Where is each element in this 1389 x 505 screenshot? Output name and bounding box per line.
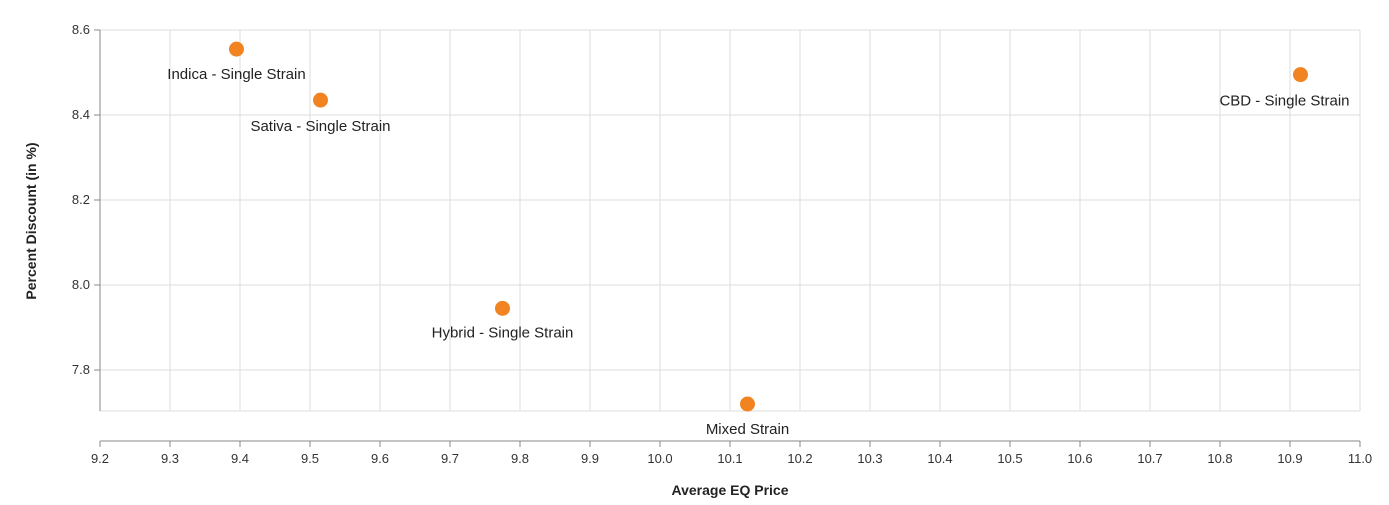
data-point xyxy=(1293,67,1308,83)
y-axis: 7.8 8.0 8.2 8.4 8.6 xyxy=(72,22,100,377)
point-label: Sativa - Single Strain xyxy=(250,118,390,135)
x-tick-label: 10.9 xyxy=(1277,451,1302,466)
y-tick-label: 8.2 xyxy=(72,192,90,207)
data-points: Indica - Single Strain Sativa - Single St… xyxy=(167,41,1350,438)
x-tick-label: 9.6 xyxy=(371,451,389,466)
x-tick-label: 9.2 xyxy=(91,451,109,466)
x-tick-label: 9.7 xyxy=(441,451,459,466)
y-tick-label: 8.4 xyxy=(72,107,90,122)
x-tick-label: 9.9 xyxy=(581,451,599,466)
point-label: Indica - Single Strain xyxy=(167,66,305,83)
x-tick-label: 10.0 xyxy=(647,451,672,466)
data-point xyxy=(313,92,328,108)
x-tick-label: 9.4 xyxy=(231,451,249,466)
y-tick-label: 8.0 xyxy=(72,277,90,292)
data-point xyxy=(740,396,755,412)
x-tick-label: 10.8 xyxy=(1207,451,1232,466)
x-tick-label: 11.0 xyxy=(1348,451,1372,466)
y-axis-title: Percent Discount (in %) xyxy=(23,142,39,299)
point-label: CBD - Single Strain xyxy=(1219,93,1349,110)
x-tick-label: 10.6 xyxy=(1067,451,1092,466)
grid xyxy=(99,29,1361,412)
x-tick-label: 9.8 xyxy=(511,451,529,466)
x-tick-label: 10.7 xyxy=(1137,451,1162,466)
x-tick-label: 10.2 xyxy=(787,451,812,466)
x-tick-label: 10.1 xyxy=(717,451,742,466)
data-point xyxy=(229,41,244,57)
x-tick-label: 9.5 xyxy=(301,451,319,466)
y-tick-label: 8.6 xyxy=(72,22,90,37)
x-axis-title: Average EQ Price xyxy=(672,482,789,498)
x-tick-label: 10.5 xyxy=(997,451,1022,466)
x-axis: 9.2 9.3 9.4 9.5 9.6 9.7 9.8 9.9 10.0 10.1 10.2 10.3… xyxy=(91,441,1372,466)
x-tick-label: 9.3 xyxy=(161,451,179,466)
data-point xyxy=(495,300,510,316)
x-tick-label: 10.3 xyxy=(857,451,882,466)
y-tick-label: 7.8 xyxy=(72,362,90,377)
x-tick-label: 10.4 xyxy=(927,451,952,466)
point-label: Hybrid - Single Strain xyxy=(432,324,574,341)
point-label: Mixed Strain xyxy=(706,421,789,438)
